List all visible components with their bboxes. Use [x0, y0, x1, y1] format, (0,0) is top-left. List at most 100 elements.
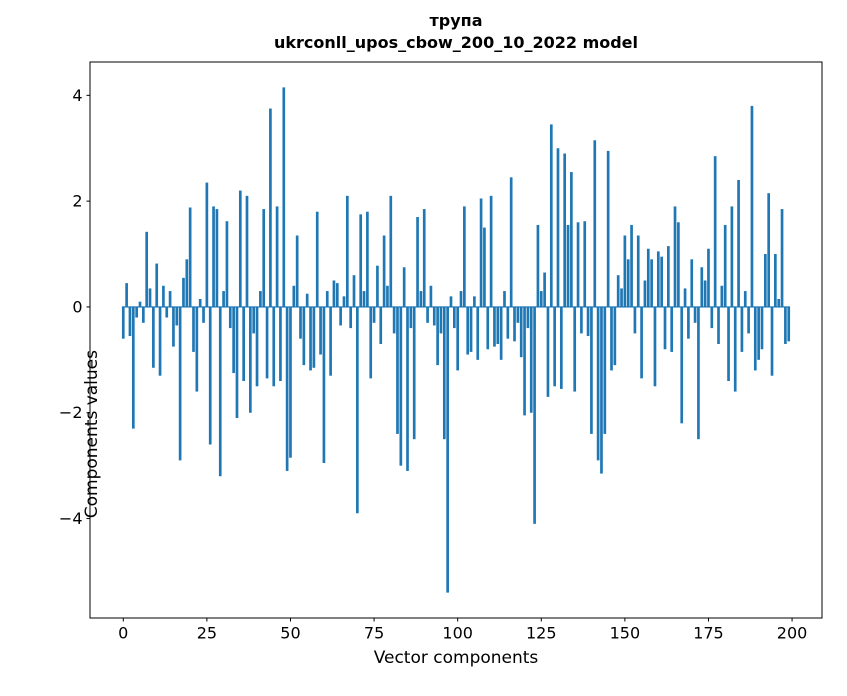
bar	[483, 227, 486, 307]
x-tick-label: 125	[526, 624, 557, 643]
bar	[382, 235, 386, 307]
y-tick-label: −2	[59, 403, 83, 422]
bar	[556, 148, 560, 307]
bar	[392, 306, 396, 334]
bar	[523, 306, 526, 416]
bar	[339, 306, 342, 326]
bar	[272, 306, 276, 387]
bar	[352, 275, 356, 307]
bar	[620, 288, 623, 307]
bar	[593, 140, 597, 307]
bar	[700, 267, 704, 307]
bar	[486, 306, 490, 350]
bar	[359, 214, 363, 307]
bar	[255, 306, 259, 387]
bar	[596, 306, 600, 461]
bar	[185, 259, 189, 307]
bar	[660, 256, 663, 307]
bar	[583, 221, 587, 307]
bar	[182, 277, 185, 307]
bar	[442, 306, 446, 440]
bar	[228, 306, 232, 329]
bar	[158, 306, 162, 376]
bar	[252, 306, 256, 334]
bar	[493, 306, 496, 347]
bar	[172, 306, 175, 347]
bar	[436, 306, 439, 366]
bar	[289, 306, 292, 458]
bar	[386, 285, 389, 307]
x-tick-label: 25	[197, 624, 217, 643]
bar	[162, 285, 165, 307]
bar	[269, 108, 272, 307]
bar	[265, 306, 269, 379]
bar	[376, 265, 379, 307]
bar	[710, 306, 714, 329]
bar	[690, 259, 694, 307]
bar	[249, 306, 252, 413]
bar	[590, 306, 593, 434]
bar	[138, 301, 142, 307]
bar	[757, 306, 760, 360]
bar	[473, 296, 476, 307]
y-tick-label: −4	[59, 509, 83, 528]
bar	[683, 288, 687, 307]
bar	[606, 150, 610, 307]
bar	[640, 306, 643, 379]
bar	[687, 306, 690, 339]
bar	[282, 87, 286, 307]
bar	[613, 306, 617, 366]
bar	[703, 280, 707, 307]
bar	[533, 306, 536, 524]
bar	[743, 291, 747, 307]
bar	[529, 306, 533, 413]
bar	[774, 254, 777, 307]
bar	[449, 296, 453, 307]
bar	[259, 291, 262, 307]
bar	[513, 306, 516, 342]
bar	[142, 306, 145, 323]
bar	[218, 306, 222, 477]
x-tick-label: 0	[118, 624, 128, 643]
bar	[677, 222, 680, 307]
bar	[215, 209, 219, 307]
bar	[225, 221, 229, 307]
bar	[232, 306, 235, 374]
x-tick-label: 100	[442, 624, 473, 643]
bar	[148, 288, 152, 307]
bar	[737, 179, 740, 307]
bar	[362, 291, 366, 307]
bar	[238, 190, 242, 307]
bar	[152, 306, 155, 368]
bar	[600, 306, 603, 474]
bar	[456, 306, 460, 371]
bar	[747, 306, 750, 334]
bar	[188, 207, 192, 307]
bar	[636, 235, 640, 307]
chart-title-word: трупа	[429, 11, 483, 30]
bar	[673, 206, 677, 307]
bar	[349, 306, 353, 329]
bar	[727, 306, 730, 381]
bar	[616, 275, 620, 307]
bar	[325, 291, 329, 307]
bar	[546, 306, 550, 397]
chart-title-model: ukrconll_upos_cbow_200_10_2022 model	[273, 33, 639, 52]
bar	[563, 153, 567, 307]
bar	[784, 306, 787, 344]
bar	[496, 306, 500, 344]
bar	[299, 306, 302, 339]
bar	[469, 306, 473, 352]
bar	[429, 285, 433, 307]
bar	[262, 209, 266, 307]
bar	[667, 246, 670, 307]
y-tick-label: 0	[72, 297, 82, 316]
bar	[208, 306, 212, 445]
bar	[770, 306, 774, 376]
bar	[680, 306, 684, 424]
bar	[509, 177, 513, 307]
bar	[315, 211, 319, 307]
bar	[335, 283, 339, 307]
